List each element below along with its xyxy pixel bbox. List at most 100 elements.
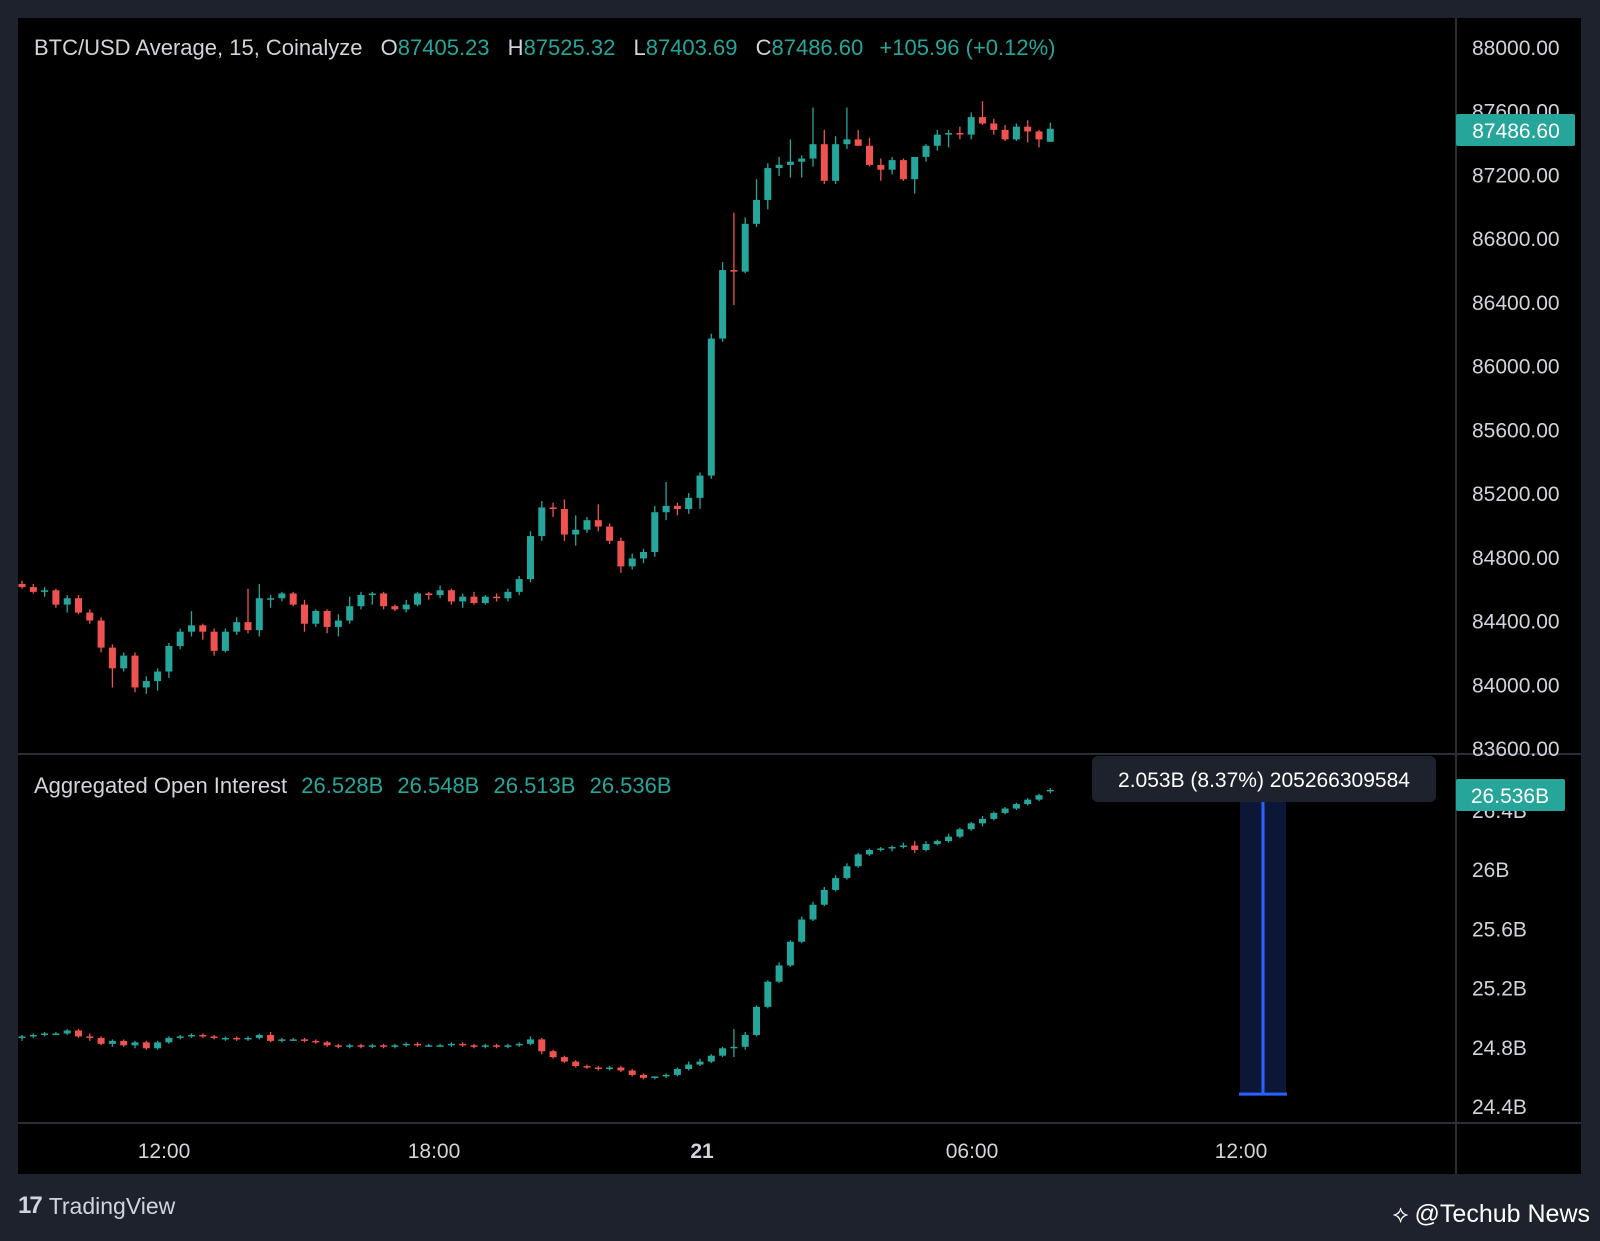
time-tick-label: 18:00 (408, 1140, 461, 1163)
oi-tick-label: 24.8B (1472, 1037, 1527, 1060)
ruler-tooltip: 2.053B (8.37%) 205266309584 (1092, 756, 1436, 802)
price-candle (651, 512, 659, 553)
price-candle (628, 558, 636, 567)
oi-candle (357, 1045, 365, 1047)
oi-candle (820, 889, 828, 905)
oi-candle (685, 1064, 693, 1069)
price-candle (1035, 131, 1043, 140)
oi-candle (108, 1040, 116, 1044)
close-label: C (755, 35, 772, 60)
measure-ruler[interactable] (1239, 782, 1287, 1096)
price-tick-label: 86400.00 (1472, 292, 1560, 315)
oi-candle (832, 878, 840, 890)
price-candle (334, 620, 342, 627)
time-axis-ticks: 12:00 18:00 21 06:00 12:00 (138, 1140, 1268, 1163)
oi-candle (493, 1045, 501, 1047)
price-candle (176, 631, 184, 647)
time-tick-label: 06:00 (946, 1140, 999, 1163)
price-candle (741, 223, 749, 272)
ruler-tooltip-text: 2.053B (8.37%) 205266309584 (1118, 769, 1410, 792)
oi-candle (278, 1039, 286, 1041)
oi-candle (967, 823, 975, 830)
price-candle (210, 631, 218, 651)
oi-candle (707, 1055, 715, 1062)
tradingview-label: TradingView (48, 1192, 176, 1219)
price-candle (922, 145, 930, 157)
price-candle (719, 270, 727, 339)
price-candle (221, 631, 229, 651)
price-candle (594, 520, 602, 527)
price-candle (560, 509, 568, 535)
oi-candle (606, 1067, 614, 1070)
oi-candle (899, 845, 907, 848)
price-candle (956, 133, 964, 135)
oi-candle (41, 1033, 49, 1035)
price-candle (673, 505, 681, 510)
tradingview-logo-icon: 17 (18, 1192, 43, 1219)
price-candle (459, 596, 467, 602)
oi-candle (323, 1042, 331, 1046)
price-candle (1024, 126, 1032, 132)
oi-candle (911, 845, 919, 850)
oi-candle (572, 1061, 580, 1067)
price-candle (120, 655, 128, 669)
oi-candle (75, 1030, 82, 1037)
price-candle (86, 612, 94, 621)
time-axis-bg (18, 1124, 1455, 1174)
oi-candle (504, 1045, 512, 1047)
tradingview-brand[interactable]: 17 TradingView (18, 1192, 175, 1220)
oi-candle (459, 1043, 467, 1046)
oi-candle (640, 1074, 647, 1078)
price-candle (504, 591, 512, 599)
oi-candle (29, 1034, 37, 1037)
watermark: ⟡ @Techub News (1393, 1200, 1590, 1229)
price-candle (786, 161, 794, 165)
oi-candle (210, 1036, 218, 1038)
price-candle (402, 604, 410, 610)
price-candle (854, 139, 862, 146)
low-value: 87403.69 (645, 35, 738, 60)
price-pane-bg (18, 18, 1455, 753)
price-candle (696, 475, 704, 498)
high-value: 87525.32 (523, 35, 616, 60)
oi-candle (775, 965, 783, 982)
price-tick-label: 87200.00 (1472, 164, 1560, 187)
oi-candle (786, 941, 794, 966)
price-candle (843, 139, 851, 145)
price-tick-label: 88000.00 (1472, 37, 1560, 60)
oi-tick-label: 25.2B (1472, 978, 1527, 1001)
price-candle (515, 579, 523, 592)
high-label: H (507, 35, 524, 60)
oi-current-tag: 26.536B (1456, 779, 1565, 811)
price-candle (809, 144, 817, 159)
price-candle (289, 593, 297, 605)
oi-candle (1001, 808, 1009, 813)
symbol-title[interactable]: BTC/USD Average, 15, Coinalyze (34, 35, 363, 60)
oi-open-value: 26.528B (301, 773, 384, 798)
oi-candle (809, 904, 817, 920)
oi-low-value: 26.513B (493, 773, 576, 798)
price-candle (233, 622, 241, 632)
price-candle (685, 497, 693, 510)
oi-candle (425, 1045, 433, 1047)
price-legend: BTC/USD Average, 15, Coinalyze O87405.23… (34, 35, 1056, 61)
oi-candle (481, 1045, 489, 1047)
price-candle (911, 156, 919, 180)
oi-title[interactable]: Aggregated Open Interest (34, 773, 288, 798)
price-candle (41, 590, 49, 592)
oi-candle (922, 844, 930, 850)
oi-candle (617, 1067, 625, 1071)
price-candle (188, 625, 195, 632)
oi-candle (538, 1039, 546, 1052)
price-candle (301, 604, 308, 624)
oi-candle (719, 1048, 727, 1056)
price-candle (108, 647, 116, 669)
price-axis-ticks: 88000.0087600.0087200.0086800.0086400.00… (1472, 37, 1560, 761)
price-candle (357, 595, 365, 607)
oi-candle (334, 1045, 342, 1047)
price-candle (481, 596, 489, 604)
oi-candle (764, 981, 772, 1007)
price-candle (538, 507, 546, 537)
price-candle (967, 117, 975, 135)
